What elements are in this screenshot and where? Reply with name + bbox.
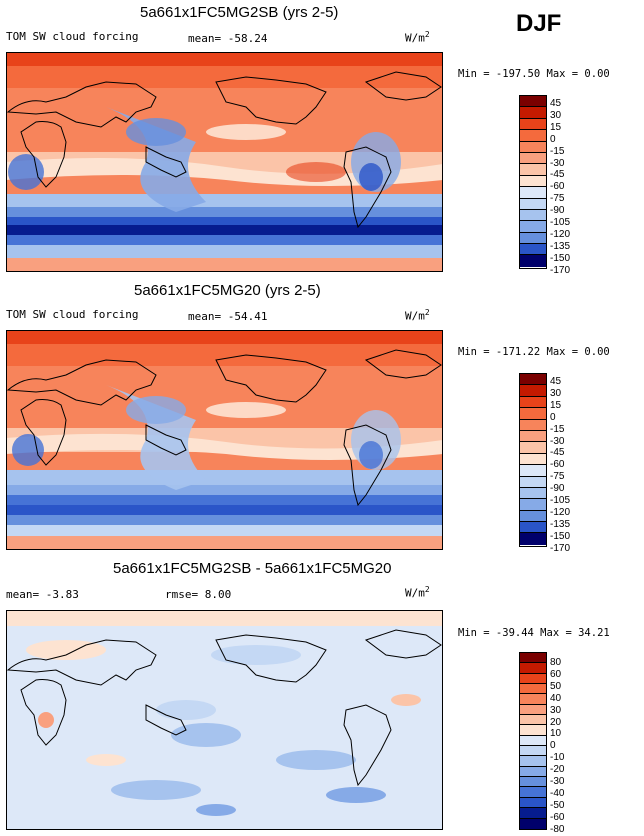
cbar-tick: -45 [550, 447, 565, 459]
cbar-tick: -150 [550, 530, 571, 542]
cbar-tick: -60 [550, 459, 565, 471]
panel-2-colorbar [519, 373, 547, 547]
cbar-tick: -120 [550, 506, 571, 518]
panel-1-colorbar [519, 95, 547, 269]
cbar-tick: -20 [550, 764, 565, 776]
cbar-tick: -10 [550, 752, 565, 764]
panel-3-colorbar [519, 652, 547, 830]
cbar-tick: -135 [550, 518, 571, 530]
cbar-tick: 0 [550, 740, 556, 752]
panel-1-minmax: Min = -197.50 Max = 0.00 [458, 68, 610, 80]
cbar-tick: 30 [550, 109, 562, 121]
cbar-tick: -120 [550, 228, 571, 240]
season-label: DJF [516, 10, 562, 37]
cbar-tick: -75 [550, 471, 565, 483]
cbar-tick: 45 [550, 98, 562, 109]
cbar-tick: 10 [550, 728, 562, 740]
panel-2-colorbar-labels: 45 30 15 0 -15 -30 -45 -60 -75 -90 -105 … [550, 376, 570, 555]
cbar-tick: 30 [550, 704, 562, 716]
panel-1-field: TOM SW cloud forcing [6, 30, 139, 43]
cbar-tick: -90 [550, 483, 565, 495]
cbar-tick: -30 [550, 435, 565, 447]
cbar-tick: 80 [550, 657, 562, 668]
cbar-tick: 50 [550, 680, 562, 692]
cbar-tick: -135 [550, 240, 571, 252]
panel-1-colorbar-labels: 45 30 15 0 -15 -30 -45 -60 -75 -90 -105 … [550, 98, 570, 277]
cbar-tick: 30 [550, 387, 562, 399]
cbar-tick: -15 [550, 145, 565, 157]
cbar-tick: -75 [550, 193, 565, 205]
cbar-tick: -50 [550, 799, 565, 811]
panel-1-map [6, 52, 443, 272]
panel-3-mean: mean= -3.83 [6, 588, 79, 601]
cbar-tick: 15 [550, 399, 562, 411]
cbar-tick: -105 [550, 217, 571, 229]
cbar-tick: 45 [550, 376, 562, 387]
cbar-tick: -30 [550, 157, 565, 169]
panel-3-rmse: rmse= 8.00 [165, 588, 232, 601]
cbar-tick: -170 [550, 264, 571, 276]
cbar-tick: 15 [550, 121, 562, 133]
cbar-tick: -150 [550, 252, 571, 264]
cbar-tick: -170 [550, 542, 571, 554]
cbar-tick: -60 [550, 181, 565, 193]
cbar-tick: -40 [550, 787, 565, 799]
panel-2-units: W/m2 [405, 308, 430, 323]
panel-2-field: TOM SW cloud forcing [6, 308, 139, 321]
cbar-tick: -105 [550, 495, 571, 507]
panel-2-title: 5a661x1FC5MG20 (yrs 2-5) [134, 282, 321, 299]
cbar-tick: -90 [550, 205, 565, 217]
panel-1-mean: mean= -58.24 [188, 32, 268, 45]
panel-3-map [6, 610, 443, 830]
panel-2-map [6, 330, 443, 550]
cbar-tick: -15 [550, 423, 565, 435]
panel-1-units: W/m2 [405, 30, 430, 45]
cbar-tick: 20 [550, 716, 562, 728]
panel-2-mean: mean= -54.41 [188, 310, 268, 323]
cbar-tick: -45 [550, 169, 565, 181]
panel-2-minmax: Min = -171.22 Max = 0.00 [458, 346, 610, 358]
panel-3-minmax: Min = -39.44 Max = 34.21 [458, 627, 610, 639]
cbar-tick: 60 [550, 668, 562, 680]
cbar-tick: 0 [550, 133, 556, 145]
cbar-tick: 40 [550, 692, 562, 704]
cbar-tick: 0 [550, 411, 556, 423]
panel-3-colorbar-labels: 80 60 50 40 30 20 10 0 -10 -20 -30 -40 -… [550, 657, 564, 836]
panel-1-title: 5a661x1FC5MG2SB (yrs 2-5) [140, 4, 339, 21]
cbar-tick: -80 [550, 823, 565, 835]
cbar-tick: -60 [550, 811, 565, 823]
panel-3-title: 5a661x1FC5MG2SB - 5a661x1FC5MG20 [113, 560, 392, 577]
panel-3-units: W/m2 [405, 585, 430, 600]
cbar-tick: -30 [550, 776, 565, 788]
